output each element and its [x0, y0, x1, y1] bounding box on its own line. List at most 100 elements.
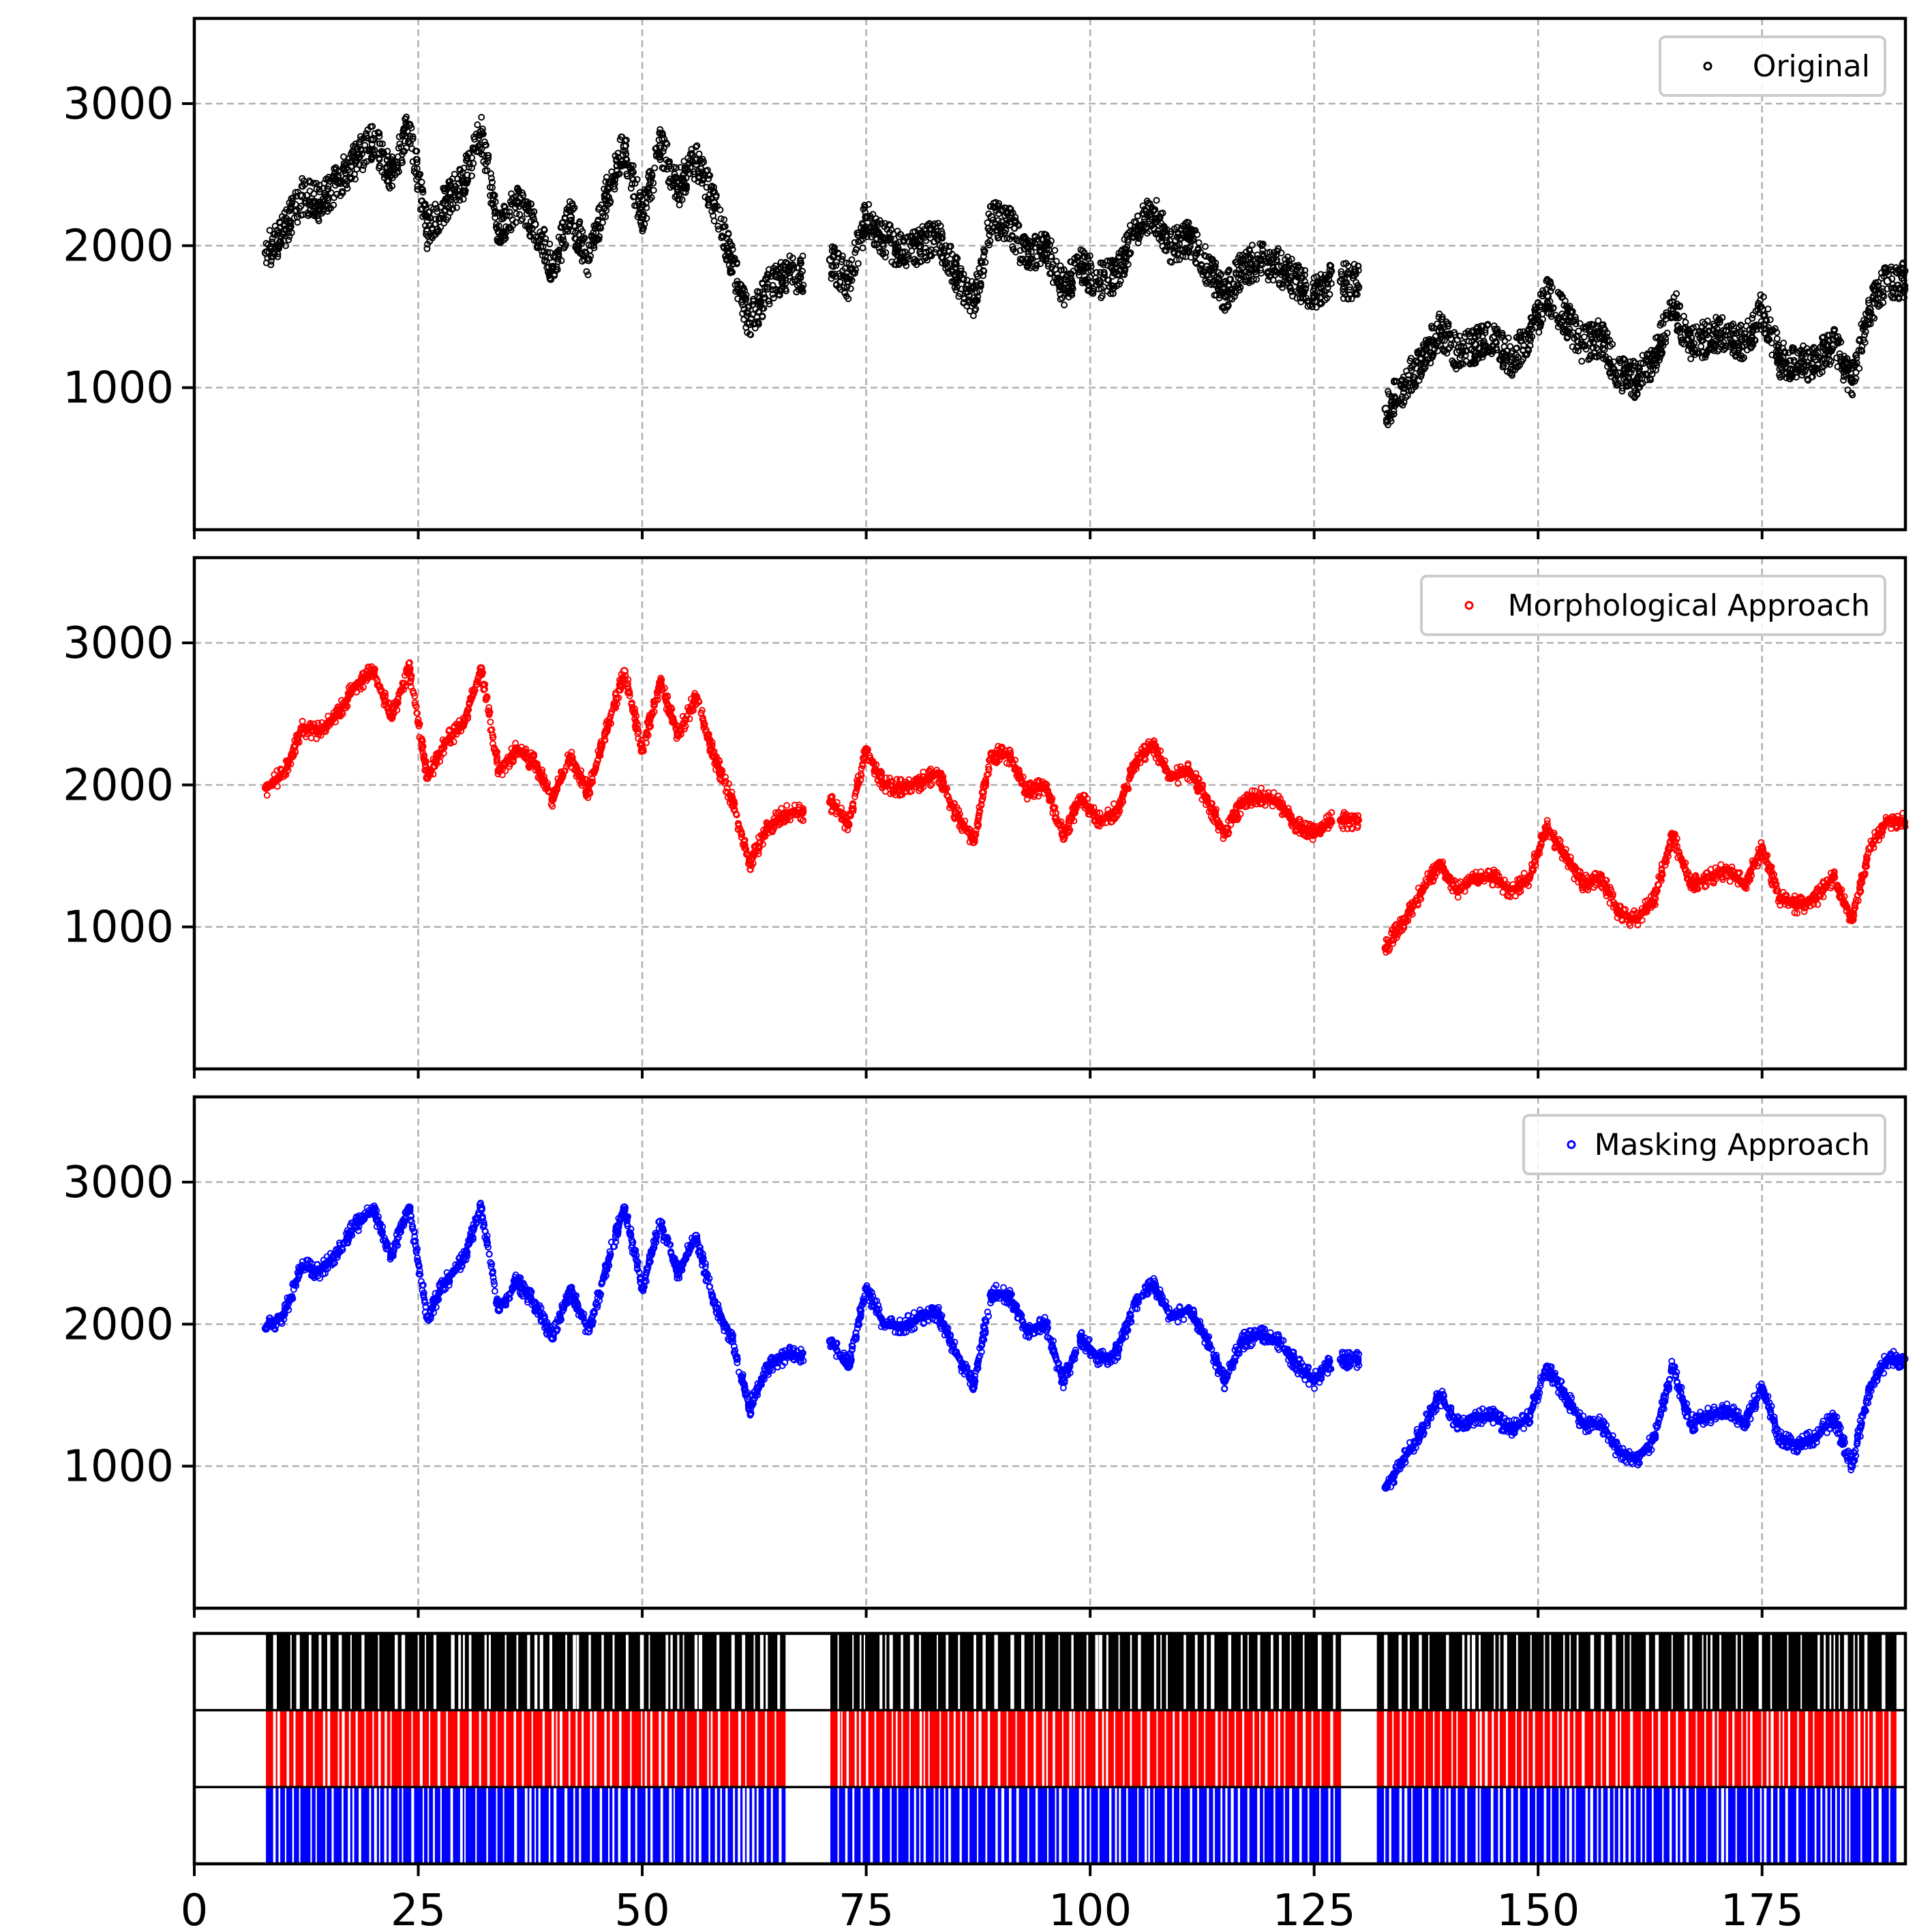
data-point	[693, 142, 701, 149]
data-point	[580, 235, 588, 243]
data-point	[564, 228, 572, 235]
data-point	[314, 215, 322, 222]
data-point	[1578, 357, 1586, 365]
data-point	[357, 145, 365, 153]
data-point	[267, 258, 275, 265]
data-point	[590, 234, 597, 241]
data-point	[385, 183, 393, 190]
data-point	[465, 150, 472, 157]
data-point	[576, 219, 584, 226]
data-point	[355, 138, 363, 146]
data-point	[437, 203, 444, 211]
y-tick-label: 1000	[63, 363, 174, 414]
data-point	[345, 166, 352, 174]
data-point	[321, 192, 329, 199]
data-point	[513, 197, 521, 205]
data-point	[1051, 247, 1059, 254]
data-point	[692, 143, 699, 151]
data-point	[789, 254, 796, 262]
data-point	[595, 205, 603, 213]
data-point	[562, 209, 570, 216]
data-point	[663, 166, 671, 173]
data-point	[695, 150, 703, 157]
data-point	[708, 183, 716, 190]
data-point	[1856, 365, 1863, 372]
data-point	[303, 192, 311, 199]
data-point	[622, 147, 629, 155]
data-point	[498, 215, 505, 223]
data-point	[571, 222, 578, 230]
data-point	[413, 165, 421, 172]
legend: Original	[1659, 35, 1886, 97]
series-points	[261, 113, 1909, 429]
data-point	[285, 236, 292, 243]
data-point	[644, 194, 651, 201]
data-point	[324, 185, 331, 192]
data-point	[434, 208, 441, 215]
data-point	[571, 235, 579, 242]
data-point	[677, 164, 684, 171]
data-point	[741, 287, 749, 295]
data-point	[1153, 196, 1160, 204]
data-point	[376, 154, 383, 162]
data-point	[406, 133, 414, 140]
data-point	[700, 158, 708, 166]
data-point	[544, 249, 552, 256]
data-point	[517, 217, 525, 224]
data-point	[399, 148, 407, 155]
data-point	[754, 299, 761, 306]
data-point	[270, 230, 277, 238]
data-point	[351, 175, 359, 183]
data-point	[492, 214, 499, 222]
data-point	[406, 121, 413, 129]
data-point	[299, 717, 306, 725]
data-point	[696, 169, 704, 177]
data-point	[770, 295, 777, 302]
data-point	[786, 273, 794, 280]
data-point	[265, 241, 272, 249]
data-point	[500, 229, 508, 237]
data-point	[558, 224, 565, 231]
data-point	[324, 176, 331, 183]
data-point	[400, 130, 408, 138]
data-point	[506, 212, 513, 220]
data-point	[263, 791, 271, 799]
data-point	[435, 215, 442, 222]
data-point	[316, 200, 324, 208]
data-point	[577, 235, 585, 243]
data-point	[484, 151, 492, 159]
data-point	[705, 196, 712, 203]
data-point	[302, 199, 310, 207]
data-point	[622, 150, 630, 157]
data-point	[759, 312, 766, 320]
data-point	[717, 215, 725, 222]
data-point	[627, 185, 635, 192]
data-point	[721, 216, 728, 224]
data-point	[766, 301, 773, 308]
data-point	[491, 209, 498, 217]
data-point	[579, 250, 586, 258]
data-point	[788, 262, 796, 269]
data-point	[648, 170, 656, 178]
data-point	[749, 311, 757, 318]
data-point	[651, 164, 659, 172]
data-point	[451, 170, 458, 178]
data-point	[307, 179, 314, 186]
data-point	[479, 130, 487, 138]
data-point	[729, 245, 736, 253]
data-point	[369, 123, 376, 130]
data-point	[442, 216, 450, 224]
data-point	[526, 226, 533, 233]
data-point	[487, 192, 494, 199]
data-point	[607, 198, 614, 205]
data-point	[412, 155, 420, 163]
y-tick-label: 2000	[63, 221, 174, 271]
data-point	[710, 217, 718, 225]
data-point	[361, 159, 368, 166]
data-point	[355, 153, 363, 161]
data-point	[667, 183, 674, 191]
data-point	[402, 138, 409, 145]
data-point	[1833, 354, 1841, 361]
data-point	[797, 270, 804, 277]
